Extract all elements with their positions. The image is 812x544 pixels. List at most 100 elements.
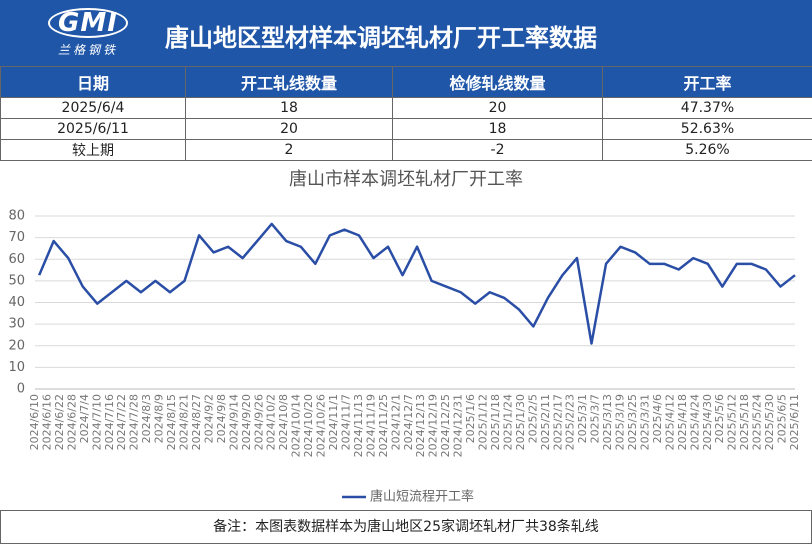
x-tick-label: 2024/12/25 bbox=[439, 394, 452, 457]
x-tick-label: 2024/7/28 bbox=[128, 394, 141, 450]
column-header: 开工轧线数量 bbox=[185, 66, 393, 98]
x-tick-label: 2025/2/11 bbox=[539, 394, 552, 450]
x-tick-label: 2024/9/26 bbox=[252, 394, 265, 450]
x-tick-label: 2025/1/12 bbox=[477, 394, 490, 450]
y-tick-label: 80 bbox=[8, 209, 25, 224]
line-series bbox=[38, 222, 796, 345]
x-tick-label: 2025/1/24 bbox=[501, 394, 514, 450]
x-tick-label: 2024/6/28 bbox=[65, 394, 78, 450]
x-tick-label: 2024/11/19 bbox=[364, 394, 377, 457]
table-cell: 18 bbox=[392, 118, 603, 140]
x-tick-label: 2024/11/7 bbox=[339, 394, 352, 450]
x-tick-label: 2024/9/14 bbox=[227, 394, 240, 450]
x-tick-label: 2024/11/13 bbox=[352, 394, 365, 457]
x-tick-label: 2024/10/20 bbox=[302, 394, 315, 457]
y-tick-label: 50 bbox=[8, 273, 25, 288]
x-tick-label: 2024/10/2 bbox=[265, 394, 278, 450]
data-table: 日期 开工轧线数量 检修轧线数量 开工率 2025/6/4 18 20 47.37% 2025… bbox=[0, 66, 812, 161]
column-header: 开工率 bbox=[602, 66, 812, 98]
x-tick-label: 2025/1/30 bbox=[514, 394, 527, 450]
x-tick-label: 2025/3/7 bbox=[589, 394, 602, 443]
x-tick-label: 2025/5/30 bbox=[763, 394, 776, 450]
x-tick-label: 2025/6/11 bbox=[788, 394, 801, 450]
table-cell: 2025/6/11 bbox=[0, 118, 186, 140]
chart: 唐山市样本调坯轧材厂开工率 0 10 20 30 40 50 60 70 80 2024/6/10… bbox=[8, 169, 801, 505]
x-tick-label: 2024/12/7 bbox=[402, 394, 415, 450]
column-header: 日期 bbox=[0, 66, 186, 98]
x-tick-label: 2025/2/23 bbox=[564, 394, 577, 450]
x-tick-label: 2024/8/3 bbox=[140, 394, 153, 443]
logo-mark: GMI bbox=[48, 8, 128, 38]
chart-title: 唐山市样本调坯轧材厂开工率 bbox=[289, 169, 523, 190]
x-tick-label: 2025/4/30 bbox=[701, 394, 714, 450]
table-cell: 20 bbox=[392, 97, 603, 119]
x-tick-label: 2025/1/18 bbox=[489, 394, 502, 450]
x-tick-label: 2024/8/9 bbox=[153, 394, 166, 443]
x-tick-label: 2025/3/13 bbox=[601, 394, 614, 450]
page-title: 唐山地区型材样本调坯轧材厂开工率数据 bbox=[165, 24, 597, 52]
x-tick-label: 2024/8/21 bbox=[178, 394, 191, 450]
x-tick-label: 2025/4/6 bbox=[651, 394, 664, 443]
table-cell: 52.63% bbox=[602, 118, 812, 140]
x-tick-label: 2025/5/18 bbox=[738, 394, 751, 450]
y-tick-label: 40 bbox=[8, 295, 25, 310]
table-row: 较上期 2 -2 5.26% bbox=[0, 139, 812, 161]
x-tick-label: 2024/7/10 bbox=[90, 394, 103, 450]
x-tick-label: 2024/10/14 bbox=[290, 394, 303, 457]
logo: GMI 兰格钢铁 bbox=[48, 8, 128, 58]
table-cell: 47.37% bbox=[602, 97, 812, 119]
table-cell: 较上期 bbox=[0, 139, 186, 161]
x-tick-label: 2024/8/27 bbox=[190, 394, 203, 450]
x-tick-label: 2025/3/19 bbox=[614, 394, 627, 450]
x-tick-label: 2024/10/26 bbox=[315, 394, 328, 457]
column-header: 检修轧线数量 bbox=[392, 66, 603, 98]
table-cell: 20 bbox=[185, 118, 393, 140]
footer-note: 备注：本图表数据样本为唐山地区25家调坯轧材厂共38条轧线 bbox=[0, 510, 812, 544]
x-tick-label: 2025/5/24 bbox=[751, 394, 764, 450]
table-body: 2025/6/4 18 20 47.37% 2025/6/11 20 18 52.63% 较上期… bbox=[0, 97, 812, 161]
x-tick-label: 2025/5/12 bbox=[726, 394, 739, 450]
x-tick-label: 2024/7/22 bbox=[115, 394, 128, 450]
legend-label: 唐山短流程开工率 bbox=[370, 489, 474, 505]
x-tick-label: 2024/6/16 bbox=[40, 394, 53, 450]
x-tick-label: 2024/9/20 bbox=[240, 394, 253, 450]
x-tick-label: 2024/12/13 bbox=[414, 394, 427, 457]
x-tick-label: 2024/12/19 bbox=[427, 394, 440, 457]
x-tick-label: 2024/6/10 bbox=[28, 394, 41, 450]
banner: GMI 兰格钢铁 唐山地区型材样本调坯轧材厂开工率数据 bbox=[0, 0, 812, 66]
x-tick-label: 2025/1/6 bbox=[464, 394, 477, 443]
table-cell: -2 bbox=[392, 139, 603, 161]
table-cell: 2 bbox=[185, 139, 393, 161]
y-tick-label: 0 bbox=[17, 382, 25, 397]
x-tick-label: 2024/10/8 bbox=[277, 394, 290, 450]
table-row: 2025/6/11 20 18 52.63% bbox=[0, 118, 812, 140]
x-tick-label: 2024/9/2 bbox=[202, 394, 215, 443]
y-tick-label: 30 bbox=[8, 317, 25, 332]
header-row: 日期 开工轧线数量 检修轧线数量 开工率 bbox=[0, 66, 812, 98]
x-tick-label: 2024/7/16 bbox=[103, 394, 116, 450]
x-tick-label: 2024/12/1 bbox=[389, 394, 402, 450]
y-tick-label: 60 bbox=[8, 252, 25, 267]
logo-sub: 兰格钢铁 bbox=[57, 43, 118, 57]
table-cell: 18 bbox=[185, 97, 393, 119]
y-tick-label: 10 bbox=[8, 360, 25, 375]
x-tick-label: 2025/3/1 bbox=[576, 394, 589, 443]
x-tick-label: 2024/6/22 bbox=[53, 394, 66, 450]
x-tick-label: 2024/11/25 bbox=[377, 394, 390, 457]
x-tick-label: 2025/3/31 bbox=[638, 394, 651, 450]
x-tick-label: 2024/7/4 bbox=[78, 394, 91, 443]
x-tick-label: 2025/5/6 bbox=[713, 394, 726, 443]
x-tick-label: 2024/8/15 bbox=[165, 394, 178, 450]
x-tick-label: 2025/2/5 bbox=[526, 394, 539, 443]
x-tick-label: 2025/6/5 bbox=[776, 394, 789, 443]
table-row: 2025/6/4 18 20 47.37% bbox=[0, 97, 812, 119]
table-cell: 5.26% bbox=[602, 139, 812, 161]
x-tick-label: 2024/11/1 bbox=[327, 394, 340, 450]
x-tick-label: 2025/4/24 bbox=[688, 394, 701, 450]
table-cell: 2025/6/4 bbox=[0, 97, 186, 119]
x-tick-label: 2025/4/18 bbox=[676, 394, 689, 450]
x-tick-label: 2025/2/17 bbox=[551, 394, 564, 450]
y-tick-label: 70 bbox=[8, 230, 25, 245]
y-tick-label: 20 bbox=[8, 338, 25, 353]
